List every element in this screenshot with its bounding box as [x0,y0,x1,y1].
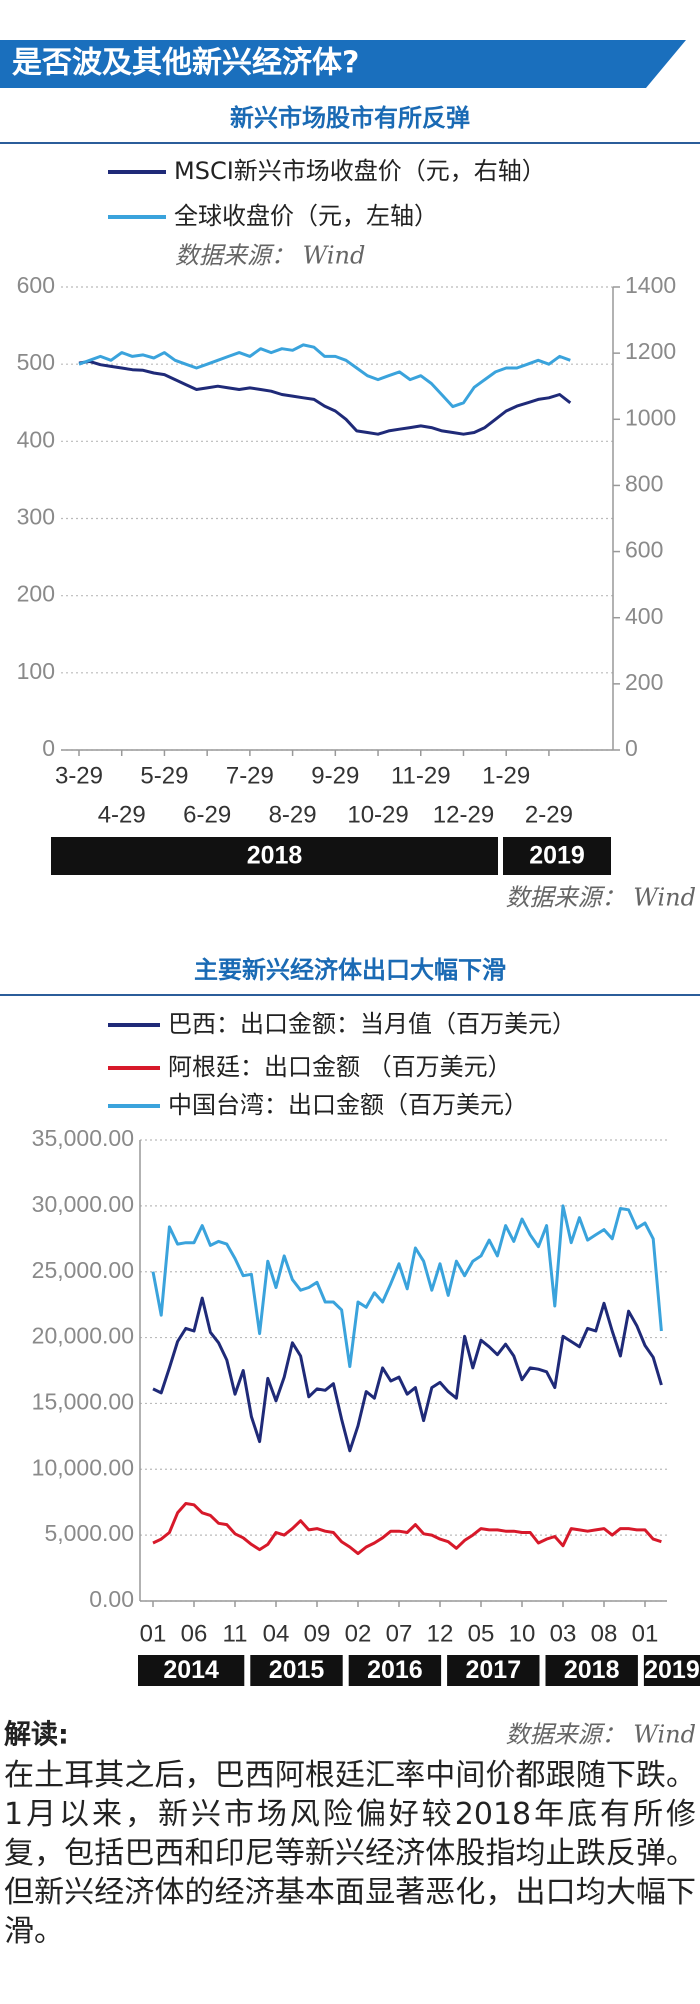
x-tick-label: 11 [223,1620,248,1647]
x-tick-label: 3-29 [55,762,103,789]
year-band [348,1655,442,1686]
x-tick-label: 01 [140,1620,167,1647]
y-tick-label: 0.00 [89,1586,134,1612]
series-line [78,359,572,436]
x-tick-label: 08 [591,1620,618,1647]
x-tick-label: 10-29 [347,801,408,828]
legend-label: 阿根廷：出口金额 （百万美元） [168,1053,512,1081]
y-tick-label: 10,000.00 [32,1454,134,1480]
source: 数据来源： Wind [506,1721,696,1749]
y-tick-label: 200 [17,581,55,607]
y2-tick-label: 200 [625,669,663,695]
banner [0,40,686,88]
year-label: 2018 [247,842,303,870]
year-label: 2014 [163,1656,219,1684]
year-band [643,1655,700,1686]
y2-tick-label: 400 [625,603,663,629]
year-band [503,837,611,875]
notes-text: 在土耳其之后，巴西阿根廷汇率中间价都跟随下跌。1月以来，新兴市场风险偏好较201… [4,1758,696,1949]
year-label: 2016 [367,1656,423,1684]
x-tick-label: 09 [304,1620,331,1647]
x-tick-label: 01 [632,1620,659,1647]
infographic: 是否波及其他新兴经济体? 新兴市场股市有所反弹 数据来源： Wind 数据来源：… [0,40,700,1751]
y-tick-label: 500 [17,349,55,375]
year-band [545,1655,638,1686]
x-tick-label: 8-29 [269,801,317,828]
x-tick-label: 06 [181,1620,208,1647]
notes-heading: 解读: [4,1720,69,1751]
x-tick-label: 5-29 [140,762,188,789]
y-tick-label: 100 [17,658,55,684]
x-tick-label: 12 [427,1620,454,1647]
y-tick-label: 0 [42,735,55,761]
y-tick-label: 600 [17,272,55,298]
legend-label: 巴西：出口金额：当月值（百万美元） [168,1010,576,1038]
x-tick-label: 2-29 [525,801,573,828]
banner-title: 是否波及其他新兴经济体? [12,46,359,81]
y2-tick-label: 0 [625,735,638,761]
x-tick-label: 9-29 [311,762,359,789]
y-tick-label: 25,000.00 [32,1257,134,1283]
y2-tick-label: 1400 [625,272,676,298]
legend-label: 全球收盘价（元，左轴） [174,202,438,230]
x-tick-label: 7-29 [226,762,274,789]
x-tick-label: 10 [509,1620,536,1647]
year-band [51,837,498,875]
y-tick-label: 30,000.00 [32,1191,134,1217]
x-tick-label: 1-29 [482,762,530,789]
x-tick-label: 6-29 [183,801,231,828]
year-label: 2018 [564,1656,620,1684]
y-tick-label: 5,000.00 [44,1520,134,1546]
y2-tick-label: 800 [625,471,663,497]
x-tick-label: 11-29 [391,762,451,789]
x-tick-label: 07 [386,1620,413,1647]
source: 数据来源： Wind [506,884,696,912]
y-tick-label: 20,000.00 [32,1323,134,1349]
chart-title: 主要新兴经济体出口大幅下滑 [194,956,506,984]
year-band [138,1655,245,1686]
y2-tick-label: 600 [625,537,663,563]
legend-label: MSCI新兴市场收盘价（元，右轴） [174,157,546,185]
series-line [152,1296,663,1453]
x-tick-label: 04 [263,1620,290,1647]
series-line [78,343,571,409]
year-band [250,1655,343,1686]
y-tick-label: 300 [17,504,55,530]
x-tick-label: 4-29 [98,801,146,828]
y-tick-label: 15,000.00 [32,1389,134,1415]
legend-label: 中国台湾：出口金额（百万美元） [168,1091,528,1119]
y2-tick-label: 1200 [625,338,676,364]
year-label: 2019 [529,842,585,870]
series-line [152,1502,662,1556]
y-tick-label: 400 [17,426,55,452]
x-tick-label: 12-29 [433,801,494,828]
x-tick-label: 03 [550,1620,577,1647]
year-label: 2017 [465,1656,521,1684]
year-label: 2015 [269,1656,325,1684]
year-band [447,1655,540,1686]
chart-title: 新兴市场股市有所反弹 [230,104,470,132]
x-tick-label: 05 [468,1620,495,1647]
x-tick-label: 02 [345,1620,372,1647]
y2-tick-label: 1000 [625,404,676,430]
series-line [151,1204,663,1368]
y-tick-label: 35,000.00 [32,1125,134,1151]
year-label: 2019 [644,1656,700,1684]
source-note: 数据来源： Wind [175,242,365,270]
